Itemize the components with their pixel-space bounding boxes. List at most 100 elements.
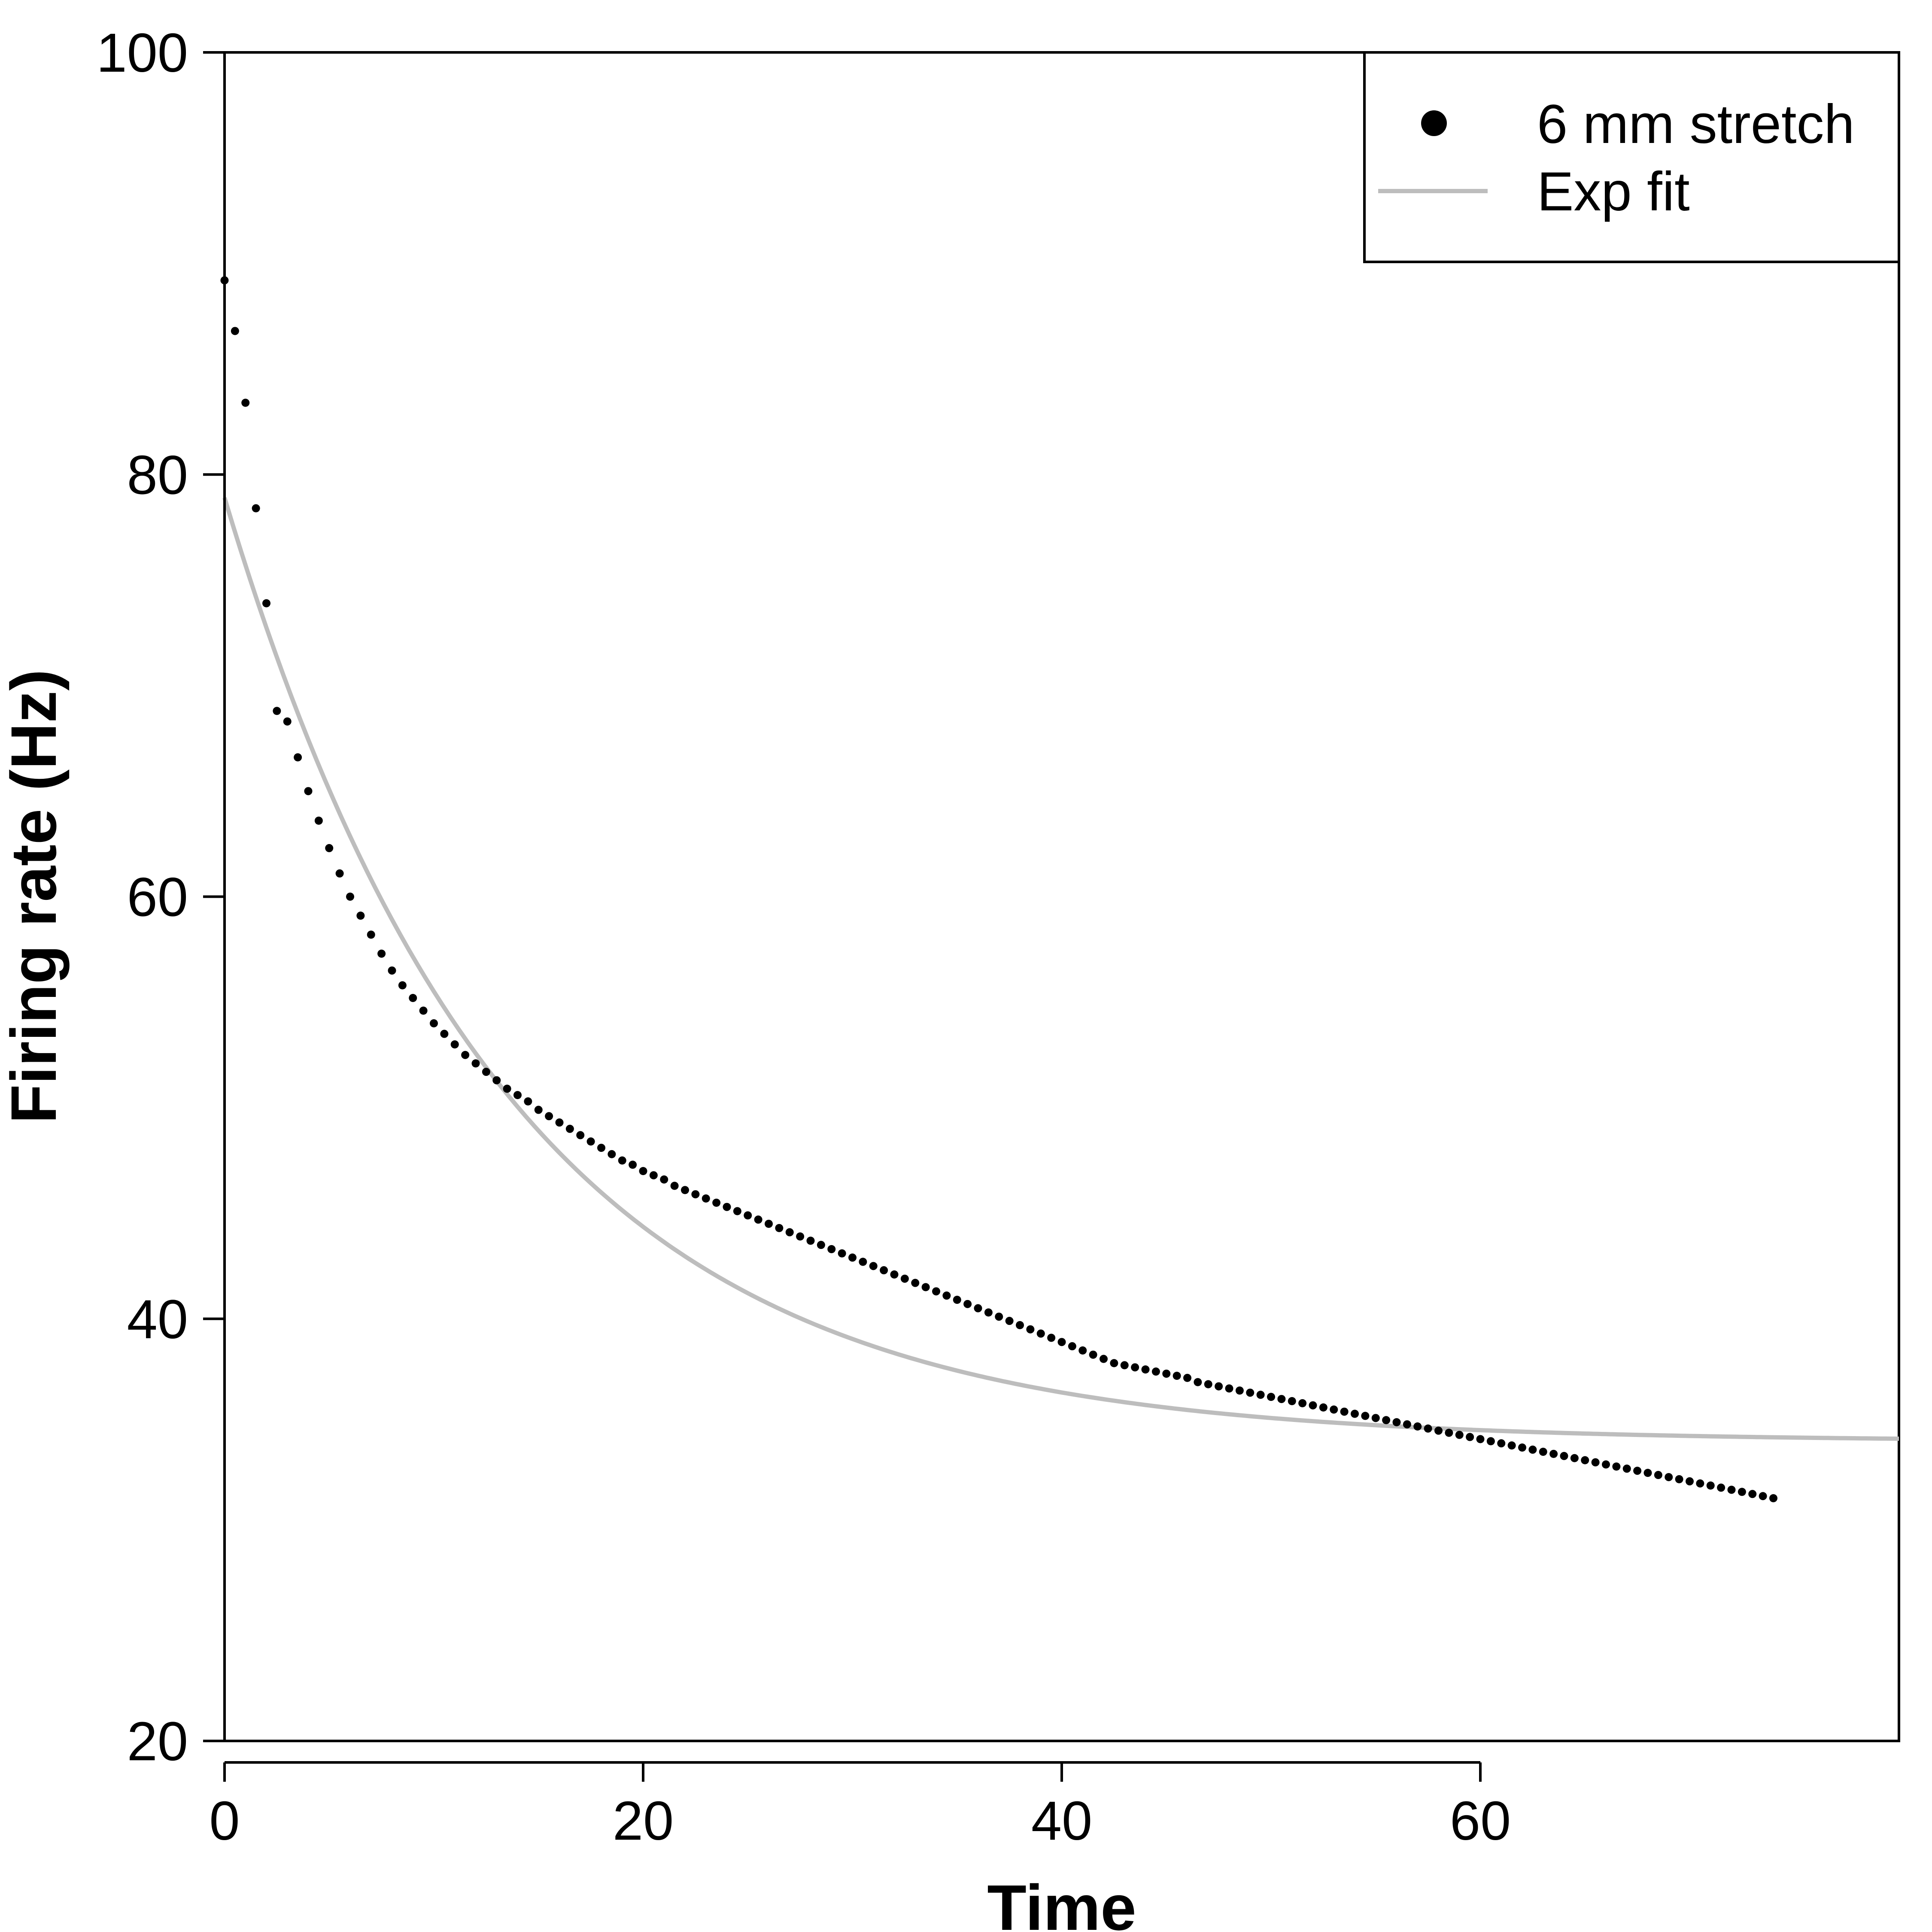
plot-frame	[223, 51, 1900, 1742]
data-point	[911, 1279, 920, 1287]
data-point	[859, 1258, 867, 1266]
data-point	[838, 1249, 846, 1258]
data-point	[1539, 1447, 1547, 1456]
data-point	[1518, 1443, 1526, 1452]
data-point	[900, 1274, 909, 1283]
x-tick-label: 60	[1450, 1790, 1511, 1852]
data-point	[1225, 1384, 1233, 1393]
data-point	[1466, 1433, 1474, 1441]
data-point	[1581, 1456, 1589, 1464]
data-point	[723, 1203, 731, 1211]
data-point	[1612, 1462, 1621, 1471]
data-point	[325, 844, 334, 852]
data-point	[1643, 1469, 1652, 1477]
data-point	[461, 1051, 470, 1059]
data-point	[848, 1253, 857, 1262]
y-tick-label: 40	[127, 1289, 188, 1350]
data-point	[1686, 1477, 1694, 1485]
data-point	[984, 1308, 993, 1317]
data-point	[492, 1076, 501, 1084]
data-point	[1738, 1488, 1746, 1496]
data-point	[1434, 1426, 1443, 1435]
data-point	[304, 787, 313, 796]
fit-curve-layer	[222, 497, 1899, 1441]
data-point	[409, 993, 417, 1002]
data-point	[953, 1296, 961, 1304]
data-point	[273, 707, 281, 715]
data-point	[890, 1270, 899, 1279]
data-point	[608, 1150, 616, 1158]
data-point	[629, 1160, 637, 1169]
y-tick-label: 20	[127, 1711, 188, 1772]
data-point	[1005, 1317, 1014, 1325]
data-point	[1769, 1494, 1777, 1503]
data-point	[974, 1304, 982, 1312]
data-point	[1215, 1382, 1223, 1391]
data-point	[1759, 1492, 1767, 1501]
data-point	[1100, 1355, 1108, 1363]
data-point	[1309, 1401, 1317, 1410]
data-point	[1392, 1418, 1401, 1427]
data-point	[1319, 1403, 1327, 1412]
data-point	[702, 1194, 710, 1203]
data-point	[1560, 1452, 1568, 1460]
data-point	[294, 753, 302, 762]
data-point	[1727, 1485, 1736, 1494]
data-point	[1089, 1350, 1097, 1359]
data-point	[1298, 1399, 1307, 1407]
data-point	[869, 1262, 878, 1270]
data-point	[1267, 1393, 1275, 1401]
data-point	[660, 1175, 668, 1184]
legend-marker-dot	[1421, 110, 1447, 136]
data-point	[1654, 1471, 1662, 1479]
y-axis-title: Firing rate (Hz)	[0, 669, 70, 1124]
data-point	[1748, 1490, 1757, 1498]
data-point	[1570, 1454, 1579, 1462]
data-point	[1424, 1424, 1432, 1433]
data-point	[1602, 1460, 1610, 1469]
data-point	[670, 1182, 679, 1190]
data-point	[283, 717, 292, 726]
data-point	[1696, 1479, 1704, 1488]
data-point	[314, 817, 323, 825]
data-point	[1622, 1464, 1631, 1473]
data-point	[681, 1186, 689, 1194]
data-point	[827, 1245, 836, 1254]
data-point	[1340, 1407, 1349, 1416]
data-point	[576, 1131, 585, 1139]
data-point	[618, 1156, 626, 1165]
data-point	[1455, 1431, 1464, 1439]
data-point	[1026, 1325, 1035, 1334]
data-point	[1486, 1437, 1495, 1446]
data-point	[1288, 1397, 1296, 1405]
points-layer	[220, 276, 1777, 1503]
data-point	[921, 1283, 930, 1291]
data-point	[1528, 1446, 1537, 1454]
data-point	[471, 1059, 480, 1068]
data-point	[1016, 1321, 1024, 1329]
data-point	[1194, 1378, 1202, 1386]
data-point	[1173, 1371, 1181, 1380]
data-point	[586, 1137, 595, 1146]
data-point	[262, 599, 270, 608]
data-point	[1036, 1329, 1045, 1338]
data-point	[1131, 1363, 1139, 1372]
data-point	[346, 893, 354, 901]
data-point	[503, 1084, 511, 1093]
data-point	[377, 949, 386, 958]
plot-area	[220, 51, 1900, 1742]
data-point	[754, 1215, 762, 1224]
legend-label-exp-fit: Exp fit	[1537, 161, 1690, 222]
data-point	[1361, 1412, 1370, 1420]
data-point	[450, 1040, 459, 1049]
data-point	[1507, 1441, 1516, 1450]
data-point	[649, 1171, 658, 1179]
data-point	[1162, 1370, 1171, 1378]
data-point	[534, 1106, 543, 1114]
data-point	[1717, 1483, 1725, 1492]
data-point	[785, 1228, 794, 1236]
data-point	[597, 1144, 605, 1152]
exp-fit-curve	[222, 497, 1899, 1441]
data-point	[1235, 1386, 1244, 1395]
